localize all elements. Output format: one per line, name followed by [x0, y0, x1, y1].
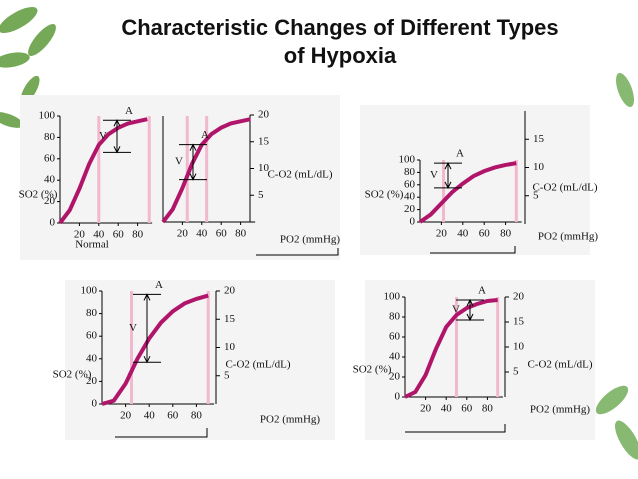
y-axis-title: SO2 (%)	[365, 189, 404, 201]
y2-tick-label: 20	[224, 285, 236, 297]
y2-tick-label: 15	[224, 313, 236, 325]
x-tick-label: 20	[420, 403, 432, 415]
x-tick-label: 20	[74, 229, 86, 241]
y2-tick-label: 20	[258, 109, 270, 121]
y-tick-label: 20	[389, 371, 401, 383]
saturation-curve	[101, 293, 209, 406]
slide-title: Characteristic Changes of Different Type…	[121, 15, 559, 68]
v-label: V	[129, 322, 137, 334]
v-label: V	[175, 156, 183, 168]
saturation-curve	[161, 117, 251, 224]
y-tick-label: 60	[404, 178, 416, 190]
x-axis-title: PO2 (mmHg)	[538, 231, 599, 243]
y-axis-title: SO2 (%)	[353, 364, 392, 376]
x-tick-label: 60	[479, 228, 491, 240]
y-tick-label: 20	[44, 195, 56, 207]
y-tick-label: 100	[384, 291, 401, 303]
x-tick-label: 80	[500, 228, 512, 240]
y-tick-label: 100	[399, 154, 416, 166]
x-axis-title: PO2 (mmHg)	[260, 414, 321, 426]
y-tick-label: 80	[44, 131, 56, 143]
x-tick-label: 60	[216, 228, 228, 240]
y2-tick-label: 10	[513, 341, 525, 353]
y-tick-label: 40	[389, 351, 401, 363]
brackets	[115, 246, 516, 438]
y-tick-label: 40	[86, 352, 98, 364]
a-label: A	[478, 285, 486, 297]
y2-tick-label: 10	[533, 161, 545, 173]
y-axis-title: SO2 (%)	[53, 369, 92, 381]
y-tick-label: 60	[44, 152, 56, 164]
x-tick-label: 80	[235, 228, 247, 240]
v-label: V	[99, 130, 107, 142]
x-tick-label: 40	[457, 228, 469, 240]
y2-axis-title: C-O2 (mL/dL)	[267, 169, 332, 181]
y2-tick-label: 10	[224, 341, 236, 353]
x-tick-label: 80	[132, 229, 144, 241]
y-tick-label: 0	[410, 216, 416, 228]
x-tick-label: 40	[196, 228, 208, 240]
y-tick-label: 0	[92, 398, 98, 410]
y2-tick-label: 5	[533, 189, 539, 201]
a-label: A	[155, 279, 163, 291]
saturation-curve	[418, 161, 517, 224]
y2-tick-label: 10	[258, 162, 270, 174]
x-tick-label: 60	[461, 403, 473, 415]
x-axis-title: PO2 (mmHg)	[530, 404, 591, 416]
x-axis-title: Normal	[75, 239, 109, 251]
y-tick-label: 80	[389, 311, 401, 323]
saturation-curve	[58, 117, 148, 225]
x-tick-label: 20	[120, 410, 132, 422]
y2-tick-label: 15	[513, 316, 525, 328]
y2-tick-label: 5	[258, 189, 264, 201]
y2-tick-label: 15	[258, 135, 270, 147]
x-tick-label: 60	[113, 229, 125, 241]
y-tick-label: 0	[50, 217, 56, 229]
y-tick-label: 60	[86, 330, 98, 342]
y-tick-label: 20	[86, 375, 98, 387]
y-tick-label: 20	[404, 203, 416, 215]
a-label: A	[125, 105, 133, 117]
x-tick-label: 40	[144, 410, 156, 422]
x-tick-label: 20	[436, 228, 448, 240]
x-tick-label: 20	[177, 228, 189, 240]
y2-tick-label: 20	[513, 291, 525, 303]
y2-axis-title: C-O2 (mL/dL)	[532, 182, 597, 194]
x-tick-label: 40	[93, 229, 105, 241]
x-axis-title: PO2 (mmHg)	[280, 234, 341, 246]
fern-right	[595, 72, 638, 460]
panel-backgrounds	[20, 95, 595, 440]
y-tick-label: 40	[404, 191, 416, 203]
v-label: V	[452, 304, 460, 316]
y-tick-label: 100	[81, 285, 98, 297]
y-tick-label: 80	[86, 307, 98, 319]
y2-tick-label: 15	[533, 133, 545, 145]
y2-axis-title: C-O2 (mL/dL)	[225, 359, 290, 371]
saturation-curve	[404, 298, 498, 399]
y-tick-label: 100	[39, 110, 56, 122]
a-label: A	[456, 148, 464, 160]
y-tick-label: 80	[404, 166, 416, 178]
x-tick-label: 60	[167, 410, 179, 422]
y-tick-label: 0	[395, 391, 401, 403]
x-tick-label: 40	[441, 403, 453, 415]
x-tick-label: 80	[482, 403, 494, 415]
y2-tick-label: 5	[513, 366, 519, 378]
v-label: V	[430, 169, 438, 181]
y2-tick-label: 5	[224, 369, 230, 381]
y-tick-label: 40	[44, 174, 56, 186]
a-label: A	[201, 129, 209, 141]
y-tick-label: 60	[389, 331, 401, 343]
fern-left	[0, 7, 56, 128]
y2-axis-title: C-O2 (mL/dL)	[527, 359, 592, 371]
y-axis-title: SO2 (%)	[19, 189, 58, 201]
x-tick-label: 80	[191, 410, 203, 422]
